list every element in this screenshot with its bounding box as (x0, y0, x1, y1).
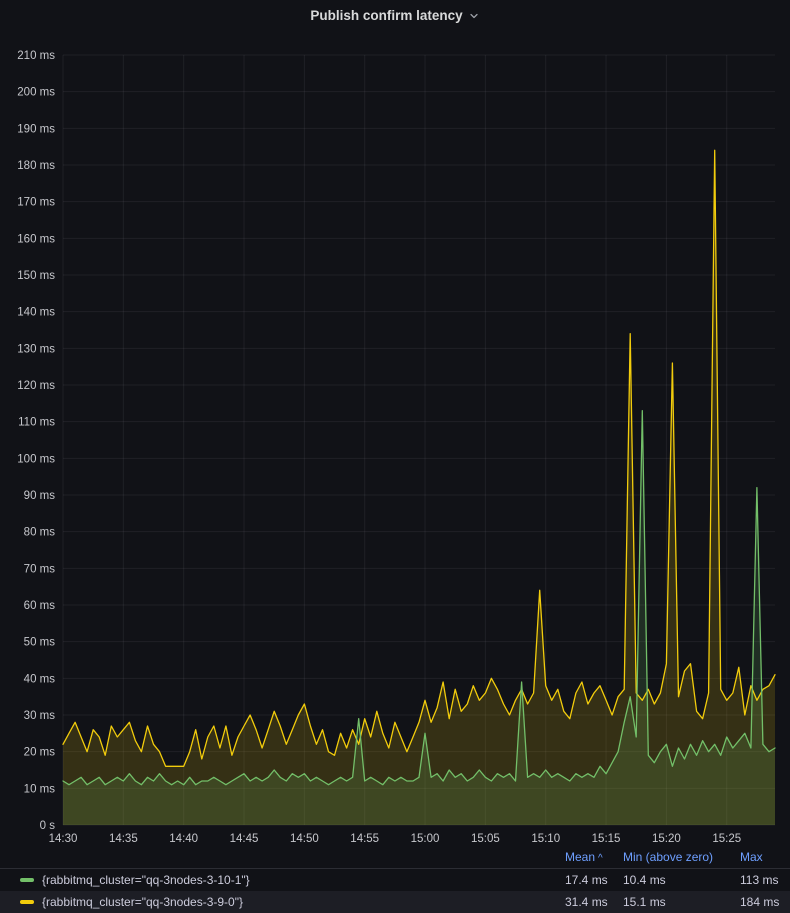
y-axis-tick-label: 80 ms (24, 527, 56, 539)
legend-row-qq-3nodes-3-9-0: {rabbitmq_cluster="qq-3nodes-3-9-0"} 31.… (0, 891, 790, 913)
legend-series-label[interactable]: {rabbitmq_cluster="qq-3nodes-3-9-0"} (42, 895, 243, 909)
series-line[interactable] (62, 149, 776, 767)
x-axis-tick-label: 14:35 (109, 833, 138, 845)
x-axis-tick-label: 15:20 (652, 833, 681, 845)
y-axis-tick-label: 130 ms (17, 343, 55, 355)
legend-mean-value: 31.4 ms (565, 895, 608, 909)
legend-sort-mean[interactable]: Mean ^ (565, 849, 603, 864)
legend-series-label[interactable]: {rabbitmq_cluster="qq-3nodes-3-10-1"} (42, 873, 250, 887)
y-axis-tick-label: 40 ms (24, 673, 56, 685)
x-axis-tick-label: 15:05 (471, 833, 500, 845)
x-axis-tick-label: 14:45 (230, 833, 259, 845)
y-axis-tick-label: 0 s (40, 820, 56, 832)
y-axis-tick-label: 10 ms (24, 783, 56, 795)
y-axis-tick-label: 210 ms (17, 50, 55, 62)
y-axis-tick-label: 190 ms (17, 123, 55, 135)
x-axis-tick-label: 14:30 (49, 833, 78, 845)
y-axis-tick-label: 160 ms (17, 233, 55, 245)
x-axis-tick-label: 14:40 (169, 833, 198, 845)
legend-sort-max[interactable]: Max (740, 849, 763, 864)
panel-title: Publish confirm latency (310, 7, 463, 23)
legend-header-row: Mean ^ Min (above zero) Max (0, 845, 790, 869)
legend-row-qq-3nodes-3-10-1: {rabbitmq_cluster="qq-3nodes-3-10-1"} 17… (0, 869, 790, 891)
legend-sort-min[interactable]: Min (above zero) (623, 849, 714, 864)
y-axis-tick-label: 140 ms (17, 307, 55, 319)
legend-min-value: 15.1 ms (623, 895, 666, 909)
y-axis-tick-label: 120 ms (17, 380, 55, 392)
x-axis-tick-label: 15:10 (531, 833, 560, 845)
series-swatch-green (20, 878, 34, 882)
y-axis-tick-label: 60 ms (24, 600, 56, 612)
y-axis-tick-label: 110 ms (18, 417, 55, 429)
y-axis-tick-label: 100 ms (17, 453, 55, 465)
x-axis-tick-label: 15:25 (712, 833, 741, 845)
chevron-down-icon (468, 10, 480, 22)
y-axis-tick-label: 90 ms (24, 490, 56, 502)
y-axis-tick-label: 30 ms (24, 710, 56, 722)
legend-max-value: 113 ms (740, 873, 779, 887)
y-axis-tick-label: 180 ms (17, 160, 55, 172)
legend-table: Mean ^ Min (above zero) Max {rabbitmq_clu… (0, 845, 790, 913)
y-axis-tick-label: 200 ms (17, 87, 55, 99)
y-axis-tick-label: 70 ms (24, 563, 56, 575)
caret-up-icon: ^ (598, 852, 603, 864)
x-axis-tick-label: 15:15 (592, 833, 621, 845)
x-axis-tick-label: 14:50 (290, 833, 319, 845)
panel-title-menu[interactable]: Publish confirm latency (0, 0, 790, 30)
legend-min-value: 10.4 ms (623, 873, 666, 887)
x-axis-tick-label: 15:00 (411, 833, 440, 845)
chart-area: 0 s 10 ms 20 ms 30 ms 40 ms 50 ms 60 ms 70 ms 80… (0, 30, 790, 845)
legend-mean-value: 17.4 ms (565, 873, 608, 887)
y-axis-tick-label: 20 ms (24, 747, 56, 759)
series-fill (63, 410, 775, 825)
x-axis-tick-label: 14:55 (350, 833, 379, 845)
series-line[interactable] (62, 410, 776, 786)
y-axis-tick-label: 50 ms (24, 637, 56, 649)
series-swatch-yellow (20, 900, 34, 904)
y-axis-tick-label: 150 ms (17, 270, 55, 282)
y-axis-tick-label: 170 ms (17, 197, 55, 209)
legend-max-value: 184 ms (740, 895, 780, 909)
time-series-chart[interactable]: 0 s 10 ms 20 ms 30 ms 40 ms 50 ms 60 ms 70 ms 80… (0, 30, 790, 845)
